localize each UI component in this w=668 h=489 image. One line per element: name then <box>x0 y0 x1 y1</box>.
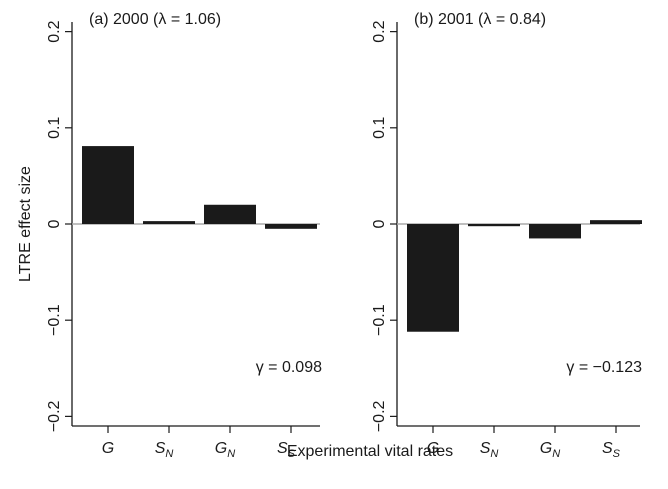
panel-title: (a) 2000 (λ = 1.06) <box>89 11 221 28</box>
y-tick-label: 0.1 <box>371 117 388 139</box>
x-tick-label-base: G <box>540 440 552 457</box>
x-tick-label-subscript: N <box>165 448 173 460</box>
bar <box>590 220 642 224</box>
x-tick-label: G <box>102 440 114 457</box>
y-tick-label: 0.2 <box>371 20 388 42</box>
bar <box>204 204 256 224</box>
panel-a: −0.2−0.100.10.2G SN GN SS(a) 2000 (λ = 1.06… <box>46 11 322 460</box>
panel-b: −0.2−0.100.10.2G SN GN SS(b) 2001 (λ = 0.84… <box>371 11 642 460</box>
x-tick-label-base: S <box>277 440 288 457</box>
x-tick-label: GN <box>540 440 560 460</box>
bar <box>265 224 317 229</box>
x-tick-label-base: S <box>155 440 166 457</box>
x-tick-label-base: S <box>480 440 491 457</box>
x-tick-label-base: G <box>427 440 439 457</box>
gamma-annotation: γ = −0.123 <box>566 359 642 376</box>
x-tick-label-base: G <box>102 440 114 457</box>
y-tick-label: 0.2 <box>46 20 63 42</box>
x-tick-label: SS <box>602 440 621 460</box>
x-tick-label-subscript: N <box>490 448 498 460</box>
panel-title: (b) 2001 (λ = 0.84) <box>414 11 546 28</box>
x-tick-label-subscript: N <box>227 448 235 460</box>
y-tick-label: 0 <box>371 219 388 228</box>
x-tick-label: SS <box>277 440 296 460</box>
y-tick-label: 0 <box>46 219 63 228</box>
x-tick-label: SN <box>480 440 499 460</box>
x-tick-label: SN <box>155 440 174 460</box>
y-tick-label: −0.1 <box>46 304 63 336</box>
gamma-annotation: γ = 0.098 <box>256 359 322 376</box>
y-tick-label: −0.1 <box>371 304 388 336</box>
x-tick-label: GN <box>215 440 235 460</box>
x-tick-label: G <box>427 440 439 457</box>
x-tick-label-base: S <box>602 440 613 457</box>
x-tick-label-subscript: S <box>613 448 621 460</box>
y-tick-label: 0.1 <box>46 117 63 139</box>
bar <box>82 146 134 224</box>
x-tick-label-subscript: N <box>552 448 560 460</box>
x-axis-title: Experimental vital rates <box>287 443 453 460</box>
bar <box>468 224 520 227</box>
x-tick-label-subscript: S <box>288 448 296 460</box>
y-tick-label: −0.2 <box>371 400 388 432</box>
x-tick-label-base: G <box>215 440 227 457</box>
y-axis-title: LTRE effect size <box>17 166 34 282</box>
bar <box>529 224 581 239</box>
bar <box>143 221 195 224</box>
y-tick-label: −0.2 <box>46 400 63 432</box>
bar <box>407 224 459 332</box>
